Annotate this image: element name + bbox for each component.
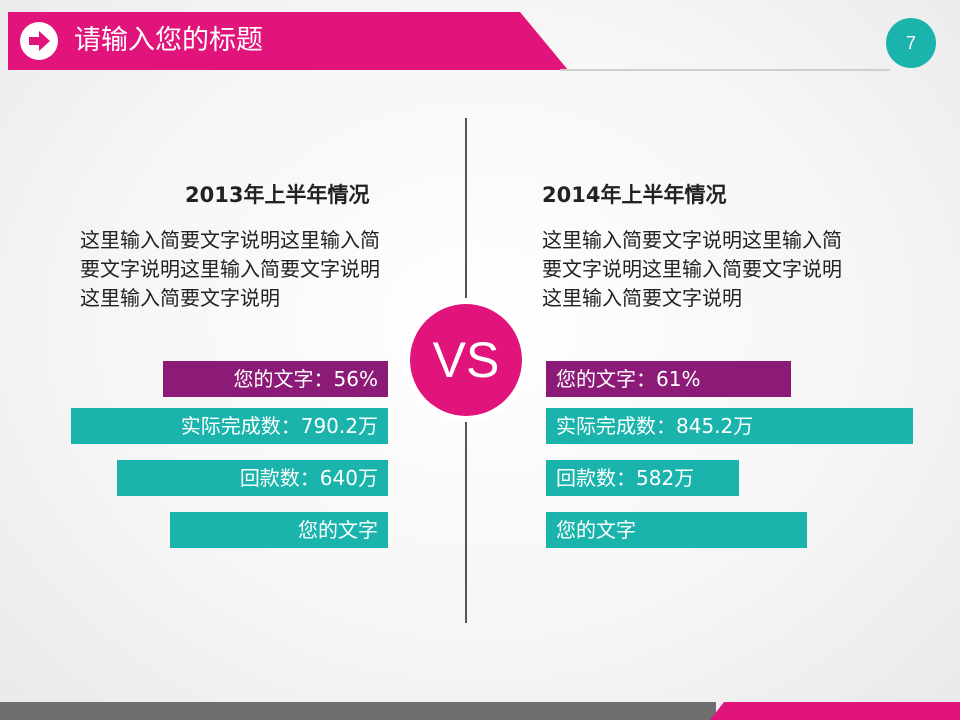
- right-bar-completed: 实际完成数：845.2万: [546, 408, 913, 444]
- right-section-title: 2014年上半年情况: [542, 183, 727, 207]
- header-banner: [8, 12, 568, 70]
- left-bar-percent: 您的文字：56%: [163, 361, 388, 397]
- left-section-title: 2013年上半年情况: [185, 183, 370, 207]
- right-bar-text: 您的文字: [546, 512, 807, 548]
- footer-stripe-gray: [0, 702, 716, 720]
- left-description: 这里输入简要文字说明这里输入简要文字说明这里输入简要文字说明这里输入简要文字说明: [80, 228, 380, 310]
- arrow-right-icon: [20, 22, 58, 60]
- vs-badge: VS: [410, 304, 522, 416]
- left-bar-payment: 回款数：640万: [117, 460, 388, 496]
- left-bar-completed: 实际完成数：790.2万: [71, 408, 388, 444]
- right-bar-percent: 您的文字：61%: [546, 361, 791, 397]
- left-bar-text: 您的文字: [170, 512, 388, 548]
- footer-stripe-pink: [710, 702, 960, 720]
- page-title: 请输入您的标题: [74, 25, 263, 56]
- header-divider: [560, 69, 890, 71]
- page-number-badge: 7: [886, 18, 936, 68]
- right-bar-payment: 回款数：582万: [546, 460, 739, 496]
- right-description: 这里输入简要文字说明这里输入简要文字说明这里输入简要文字说明这里输入简要文字说明: [542, 228, 842, 310]
